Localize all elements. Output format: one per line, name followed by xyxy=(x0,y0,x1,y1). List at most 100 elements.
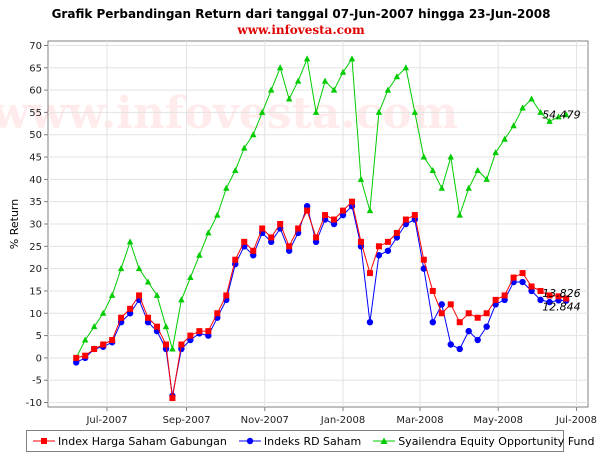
data-point xyxy=(546,117,553,124)
data-point xyxy=(447,301,454,308)
end-value-label: 54.479 xyxy=(542,109,581,122)
data-point xyxy=(483,175,490,182)
data-point xyxy=(232,166,239,173)
y-tick-label: 0 xyxy=(36,353,42,364)
data-point xyxy=(357,238,364,245)
data-point xyxy=(267,86,275,93)
x-tick-label: Nov-2007 xyxy=(241,415,289,426)
data-point xyxy=(483,323,490,330)
data-point xyxy=(99,309,107,316)
data-point xyxy=(90,323,98,330)
data-point xyxy=(118,314,125,321)
data-point xyxy=(384,86,392,93)
data-point xyxy=(340,207,347,214)
data-point xyxy=(465,184,472,191)
data-point xyxy=(268,234,275,241)
data-point xyxy=(474,336,481,344)
data-point xyxy=(82,352,89,359)
data-point xyxy=(456,345,463,353)
data-point xyxy=(196,251,203,258)
data-point xyxy=(465,310,472,317)
data-point xyxy=(313,234,320,241)
data-point xyxy=(223,292,230,299)
data-point xyxy=(187,332,194,339)
data-point xyxy=(438,310,445,317)
data-point xyxy=(330,86,338,93)
y-tick-label: 5 xyxy=(36,331,42,342)
legend-square-red-icon xyxy=(33,438,55,444)
legend-item-rd-saham: Indeks RD Saham xyxy=(238,434,362,448)
y-tick-label: 30 xyxy=(29,220,42,231)
data-point xyxy=(109,337,116,344)
watermark-text: www.infovesta.com xyxy=(0,88,458,139)
data-point xyxy=(555,113,562,120)
data-point xyxy=(555,293,562,300)
data-point xyxy=(375,108,383,115)
data-point xyxy=(411,108,419,115)
data-point xyxy=(366,207,374,214)
legend-label: Indeks RD Saham xyxy=(263,434,362,448)
y-tick-label: 65 xyxy=(29,63,42,74)
data-point xyxy=(276,64,284,71)
y-axis: -10 -5 0 5 10 15 20 25 30 35 40 45 50 55 60 65 70 xyxy=(26,41,48,409)
legend-label: Syailendra Equity Opportunity Fund xyxy=(398,434,595,448)
data-point xyxy=(546,298,553,306)
data-point xyxy=(384,247,392,254)
data-point xyxy=(438,301,445,308)
data-point xyxy=(127,305,134,312)
y-tick-label: 15 xyxy=(29,286,42,297)
line-chart: www.infovesta.com -10 -5 0 5 10 15 20 25 30 35 40 4… xyxy=(0,40,597,426)
data-point xyxy=(393,73,401,80)
y-tick-label: 20 xyxy=(29,264,42,275)
x-tick-label: Mar-2008 xyxy=(396,415,443,426)
data-point xyxy=(519,104,526,111)
data-point xyxy=(384,238,391,245)
y-tick-label: -5 xyxy=(32,376,42,387)
data-point xyxy=(510,122,517,129)
data-point xyxy=(312,108,320,115)
data-point xyxy=(303,55,311,62)
data-point xyxy=(357,175,365,182)
data-point xyxy=(259,225,266,232)
data-point xyxy=(429,166,436,173)
data-point xyxy=(153,291,161,298)
data-point xyxy=(81,336,89,343)
data-point xyxy=(321,77,329,84)
data-point xyxy=(223,184,230,191)
data-point xyxy=(169,345,176,352)
data-point xyxy=(108,291,116,298)
y-axis-label: % Return xyxy=(8,199,21,249)
y-tick-label: 25 xyxy=(29,242,42,253)
data-point xyxy=(169,395,176,402)
data-point xyxy=(214,310,221,317)
data-point xyxy=(241,238,248,245)
data-point xyxy=(163,341,170,348)
data-point xyxy=(100,341,107,348)
data-point xyxy=(91,345,98,352)
chart-title: Grafik Perbandingan Return dari tanggal … xyxy=(51,7,551,21)
legend-triangle-green-icon xyxy=(373,437,396,444)
x-tick-label: Jul-2008 xyxy=(555,415,597,426)
data-point xyxy=(294,77,302,84)
data-point xyxy=(375,252,383,259)
data-point xyxy=(286,243,293,250)
data-point xyxy=(339,68,347,75)
data-point xyxy=(429,287,436,294)
data-point xyxy=(492,296,499,303)
data-point xyxy=(162,323,170,330)
legend-item-syailendra: Syailendra Equity Opportunity Fund xyxy=(373,435,594,448)
x-tick-label: Jul-2007 xyxy=(85,415,127,426)
data-point xyxy=(537,108,544,115)
data-point xyxy=(232,256,239,263)
data-point xyxy=(537,287,544,294)
y-tick-label: 70 xyxy=(29,41,42,52)
y-tick-label: 50 xyxy=(29,130,42,141)
data-point xyxy=(492,149,499,156)
data-point xyxy=(528,283,535,290)
end-value-label: 13.826 xyxy=(542,287,581,300)
data-point xyxy=(402,216,409,223)
x-tick-label: Sep-2007 xyxy=(163,415,211,426)
data-point xyxy=(73,354,80,361)
series-line xyxy=(75,57,567,359)
